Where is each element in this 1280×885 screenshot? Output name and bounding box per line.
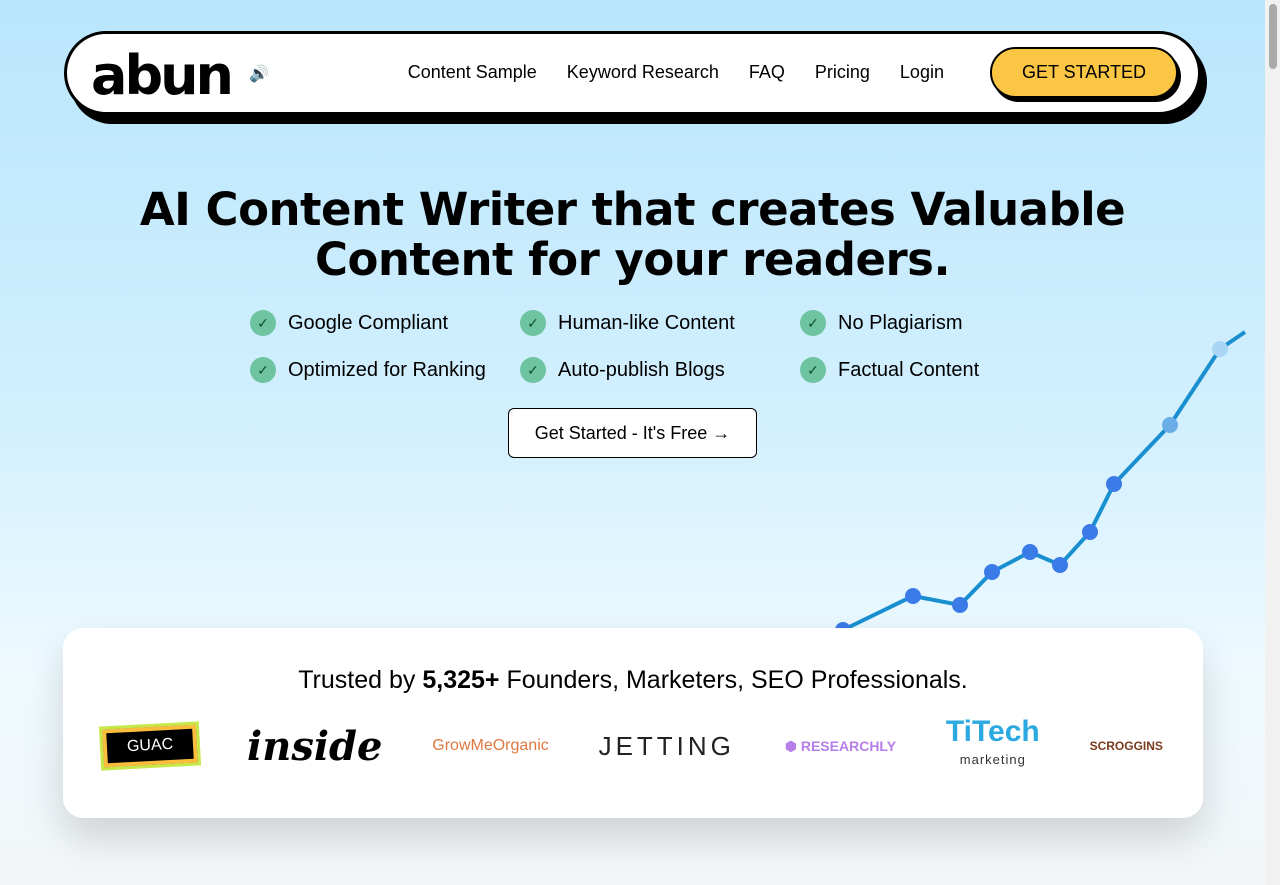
logo-text: abun xyxy=(91,44,234,107)
nav-faq[interactable]: FAQ xyxy=(748,62,785,82)
get-started-free-button[interactable]: Get Started - It's Free → xyxy=(508,408,757,458)
growmeorganic-logo: GrowMeOrganic xyxy=(432,737,549,754)
check-icon: ✓ xyxy=(250,357,276,383)
inside-logo: inside xyxy=(247,722,383,770)
abun-logo[interactable]: abun 🔊 xyxy=(91,44,269,107)
scrollbar-thumb[interactable] xyxy=(1269,4,1277,69)
trusted-by-text: Trusted by 5,325+ Founders, Marketers, S… xyxy=(298,666,968,694)
trusted-by-card: Trusted by 5,325+ Founders, Marketers, S… xyxy=(63,628,1203,818)
check-icon: ✓ xyxy=(520,357,546,383)
check-icon: ✓ xyxy=(250,310,276,336)
get-started-button[interactable]: GET STARTED xyxy=(989,47,1178,98)
top-navbar: abun 🔊 Content Sample Keyword Research FA… xyxy=(64,31,1201,115)
feature-item: ✓ Auto-publish Blogs xyxy=(520,357,725,383)
speaker-icon: 🔊 xyxy=(249,64,269,83)
jetting-logo: JETTING xyxy=(598,730,735,761)
hero-title: AI Content Writer that creates Valuable C… xyxy=(139,183,1126,286)
guac-logo: GUAC xyxy=(99,721,202,771)
titech-logo: TiTech marketing xyxy=(945,715,1040,768)
check-icon: ✓ xyxy=(520,310,546,336)
feature-item: ✓ Human-like Content xyxy=(520,310,735,336)
feature-item: ✓ No Plagiarism xyxy=(800,310,962,336)
nav-keyword-research[interactable]: Keyword Research xyxy=(566,62,719,82)
check-icon: ✓ xyxy=(800,310,826,336)
feature-item: ✓ Google Compliant xyxy=(250,310,448,336)
scrollbar[interactable] xyxy=(1265,0,1280,885)
feature-item: ✓ Factual Content xyxy=(800,357,979,383)
nav-content-sample[interactable]: Content Sample xyxy=(407,62,537,82)
check-icon: ✓ xyxy=(800,357,826,383)
nav-pricing[interactable]: Pricing xyxy=(814,62,870,82)
researchly-logo: ⬢ RESEARCHLY xyxy=(784,737,897,754)
nav-login[interactable]: Login xyxy=(899,62,944,82)
feature-item: ✓ Optimized for Ranking xyxy=(250,357,486,383)
scroggins-logo: SCROGGINS xyxy=(1089,739,1163,753)
